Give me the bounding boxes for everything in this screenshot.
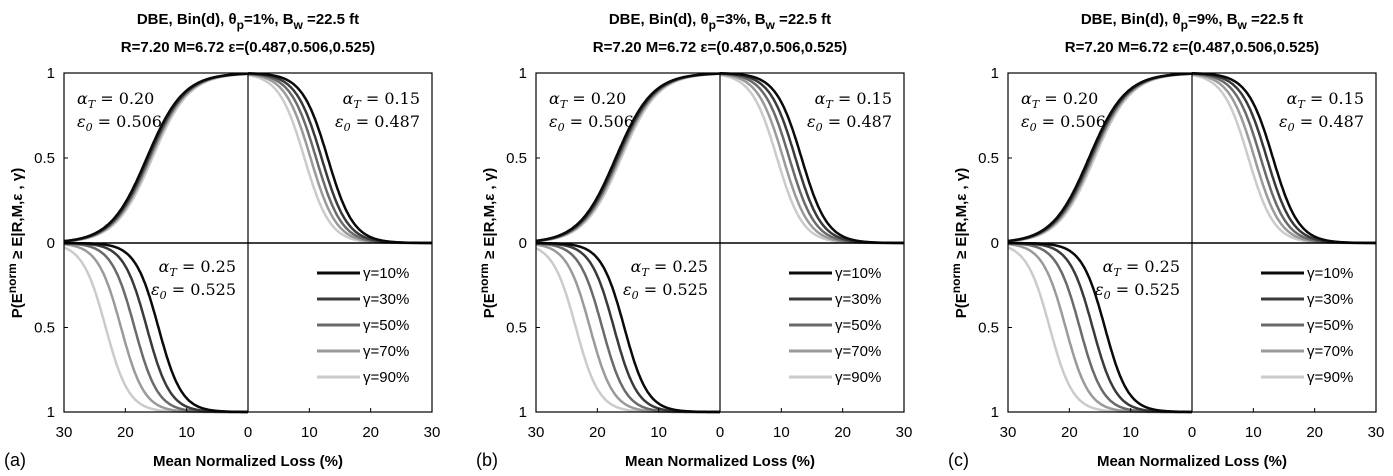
x-tick-label: 20	[834, 424, 851, 441]
x-tick-label: 10	[1245, 424, 1262, 441]
annotation-top-right: αT = 0.15	[343, 89, 420, 111]
y-axis-label: P(Enorm ≥ E|R,M,ε , γ)	[5, 168, 26, 318]
x-tick-label: 10	[301, 424, 318, 441]
panel-label: (a)	[4, 450, 26, 470]
chart-title-line2: R=7.20 M=6.72 ε=(0.487,0.506,0.525)	[121, 39, 375, 56]
panel-label: (c)	[948, 450, 969, 470]
legend-label: γ=70%	[835, 343, 881, 360]
x-tick-label: 0	[1188, 424, 1196, 441]
annotation-bottom-left: ε0 = 0.525	[623, 280, 708, 302]
x-tick-label: 0	[244, 424, 252, 441]
annotation-top-left: ε0 = 0.506	[1021, 112, 1106, 134]
x-tick-label: 20	[117, 424, 134, 441]
y-tick-label: 1	[47, 65, 55, 82]
y-tick-label: 0.5	[34, 320, 55, 337]
annotation-top-right: αT = 0.15	[815, 89, 892, 111]
x-tick-label: 20	[1306, 424, 1323, 441]
x-tick-label: 20	[1061, 424, 1078, 441]
annotation-top-left: αT = 0.20	[1021, 89, 1098, 111]
y-tick-label: 0	[47, 235, 55, 252]
y-tick-label: 0.5	[978, 320, 999, 337]
y-axis-label: P(Enorm ≥ E|R,M,ε , γ)	[949, 168, 970, 318]
chart-title-line2: R=7.20 M=6.72 ε=(0.487,0.506,0.525)	[593, 39, 847, 56]
chart-panel-1: DBE, Bin(d), θp=3%, Bw =22.5 ft R=7.20 M=…	[476, 11, 912, 470]
y-tick-label: 0	[991, 235, 999, 252]
legend-label: γ=30%	[1307, 291, 1353, 308]
annotation-top-right: ε0 = 0.487	[1279, 112, 1364, 134]
legend-label: γ=70%	[363, 343, 409, 360]
panel-label: (b)	[476, 450, 498, 470]
y-tick-label: 1	[47, 404, 55, 421]
legend-label: γ=50%	[363, 317, 409, 334]
annotation-top-left: αT = 0.20	[549, 89, 626, 111]
x-tick-label: 10	[773, 424, 790, 441]
x-tick-label: 30	[1000, 424, 1017, 441]
annotation-top-right: αT = 0.15	[1287, 89, 1364, 111]
chart-panel-2: DBE, Bin(d), θp=9%, Bw =22.5 ft R=7.20 M=…	[948, 11, 1384, 470]
legend-label: γ=50%	[1307, 317, 1353, 334]
x-tick-label: 30	[56, 424, 73, 441]
annotation-top-left: αT = 0.20	[77, 89, 154, 111]
x-tick-label: 10	[650, 424, 667, 441]
legend-label: γ=30%	[835, 291, 881, 308]
curve-top-left-series-0	[535, 72, 721, 243]
legend-label: γ=30%	[363, 291, 409, 308]
curve-top-left-series-0	[63, 72, 249, 243]
legend-label: γ=50%	[835, 317, 881, 334]
chart-title-line1: DBE, Bin(d), θp=1%, Bw =22.5 ft	[137, 11, 359, 32]
x-tick-label: 20	[589, 424, 606, 441]
legend-label: γ=10%	[1307, 265, 1353, 282]
annotation-top-left: ε0 = 0.506	[549, 112, 634, 134]
x-axis-label: Mean Normalized Loss (%)	[153, 453, 343, 470]
x-tick-label: 10	[1122, 424, 1139, 441]
x-tick-label: 20	[362, 424, 379, 441]
legend-label: γ=90%	[363, 369, 409, 386]
chart-title-line1: DBE, Bin(d), θp=9%, Bw =22.5 ft	[1081, 11, 1303, 32]
chart-title-line1: DBE, Bin(d), θp=3%, Bw =22.5 ft	[609, 11, 831, 32]
x-axis-label: Mean Normalized Loss (%)	[625, 453, 815, 470]
y-tick-label: 0	[519, 235, 527, 252]
curve-top-left-series-0	[1007, 72, 1193, 243]
x-tick-label: 0	[716, 424, 724, 441]
annotation-bottom-left: αT = 0.25	[1103, 257, 1180, 279]
annotation-top-right: ε0 = 0.487	[335, 112, 420, 134]
legend-label: γ=70%	[1307, 343, 1353, 360]
legend-label: γ=10%	[363, 265, 409, 282]
annotation-top-right: ε0 = 0.487	[807, 112, 892, 134]
chart-title-line2: R=7.20 M=6.72 ε=(0.487,0.506,0.525)	[1065, 39, 1319, 56]
y-tick-label: 0.5	[978, 150, 999, 167]
x-tick-label: 30	[528, 424, 545, 441]
x-tick-label: 30	[896, 424, 913, 441]
legend-label: γ=90%	[1307, 369, 1353, 386]
y-tick-label: 1	[991, 65, 999, 82]
x-tick-label: 30	[424, 424, 441, 441]
y-tick-label: 0.5	[506, 150, 527, 167]
x-tick-label: 10	[178, 424, 195, 441]
annotation-bottom-left: αT = 0.25	[159, 257, 236, 279]
y-axis-label: P(Enorm ≥ E|R,M,ε , γ)	[477, 168, 498, 318]
y-tick-label: 1	[991, 404, 999, 421]
legend-label: γ=90%	[835, 369, 881, 386]
y-tick-label: 1	[519, 404, 527, 421]
y-tick-label: 0.5	[34, 150, 55, 167]
x-axis-label: Mean Normalized Loss (%)	[1097, 453, 1287, 470]
legend-label: γ=10%	[835, 265, 881, 282]
chart-panel-0: DBE, Bin(d), θp=1%, Bw =22.5 ft R=7.20 M=…	[4, 11, 440, 470]
annotation-top-left: ε0 = 0.506	[77, 112, 162, 134]
annotation-bottom-left: ε0 = 0.525	[1095, 280, 1180, 302]
y-tick-label: 1	[519, 65, 527, 82]
annotation-bottom-left: αT = 0.25	[631, 257, 708, 279]
annotation-bottom-left: ε0 = 0.525	[151, 280, 236, 302]
y-tick-label: 0.5	[506, 320, 527, 337]
x-tick-label: 30	[1368, 424, 1385, 441]
